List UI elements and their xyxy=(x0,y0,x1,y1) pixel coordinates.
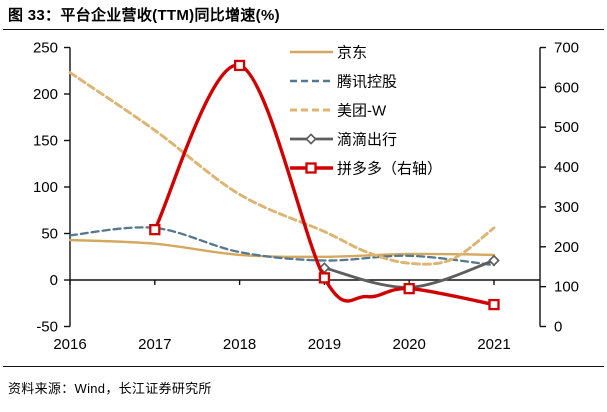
left-axis-tick-label: 250 xyxy=(33,40,58,57)
left-axis-tick-label: 0 xyxy=(50,272,58,289)
x-axis-tick-label: 2016 xyxy=(53,336,86,353)
legend-item-didi: 滴滴出行 xyxy=(290,131,397,149)
left-axis-tick-label: 100 xyxy=(33,179,58,196)
legend-item-pdd: 拼多多（右轴） xyxy=(290,161,442,178)
legend-item-jd: 京东 xyxy=(290,45,367,62)
series-didi-marker xyxy=(488,254,500,267)
series-pdd-marker xyxy=(149,223,161,236)
legend-label: 腾讯控股 xyxy=(337,74,397,91)
line-chart: 250200150100500-507006005004003002001000… xyxy=(33,40,579,354)
right-axis-tick-label: 100 xyxy=(554,279,579,296)
series-pdd-marker xyxy=(488,298,500,311)
legend-item-meituan: 美团-W xyxy=(290,103,387,120)
series-meituan xyxy=(68,71,496,266)
series-tencent xyxy=(68,226,496,267)
left-axis-tick-label: -50 xyxy=(36,319,58,336)
right-axis-tick-label: 400 xyxy=(554,159,579,176)
x-axis-tick-label: 2017 xyxy=(138,336,171,353)
left-axis-tick-label: 50 xyxy=(41,226,58,243)
series-jd-line xyxy=(68,238,496,259)
legend-label: 滴滴出行 xyxy=(337,131,397,149)
series-meituan-line xyxy=(68,71,496,266)
right-axis-tick-label: 600 xyxy=(554,79,579,96)
legend-marker-diamond xyxy=(305,133,317,145)
x-axis-tick-label: 2019 xyxy=(308,336,341,353)
right-axis-tick-label: 0 xyxy=(554,319,562,336)
source-note: 资料来源：Wind，长江证券研究所 xyxy=(8,381,212,396)
series-jd xyxy=(68,238,496,259)
left-axis-tick-label: 150 xyxy=(33,133,58,150)
right-axis-tick-label: 200 xyxy=(554,239,579,256)
title-divider xyxy=(3,29,604,30)
legend-item-tencent: 腾讯控股 xyxy=(290,74,397,91)
x-axis-tick-label: 2021 xyxy=(477,336,510,353)
x-axis-tick-label: 2018 xyxy=(223,336,256,353)
series-pdd-marker xyxy=(233,59,246,72)
legend-label: 美团-W xyxy=(337,103,387,120)
legend-label: 京东 xyxy=(337,45,367,62)
legend-label: 拼多多（右轴） xyxy=(337,161,442,178)
right-axis-tick-label: 700 xyxy=(554,40,579,57)
series-pdd-marker xyxy=(318,272,331,284)
series-tencent-line xyxy=(68,226,496,267)
right-axis: 700 600 500 400 300 200 100 0 xyxy=(539,40,579,336)
series-pdd-marker xyxy=(403,282,415,295)
left-axis-tick-label: 200 xyxy=(33,86,58,103)
series-pdd xyxy=(149,59,500,311)
x-axis-tick-label: 2020 xyxy=(393,336,426,353)
x-axis: 2016 2017 2018 2019 2020 2021 xyxy=(53,279,540,353)
legend-marker-square xyxy=(305,162,317,174)
right-axis-tick-label: 500 xyxy=(554,119,579,136)
left-axis: 250 200 150 100 50 0 -50 xyxy=(33,40,71,336)
right-axis-tick-label: 300 xyxy=(554,199,579,216)
footer-divider xyxy=(3,366,604,367)
figure-title: 图 33：平台企业营收(TTM)同比增速(%) xyxy=(8,7,280,24)
